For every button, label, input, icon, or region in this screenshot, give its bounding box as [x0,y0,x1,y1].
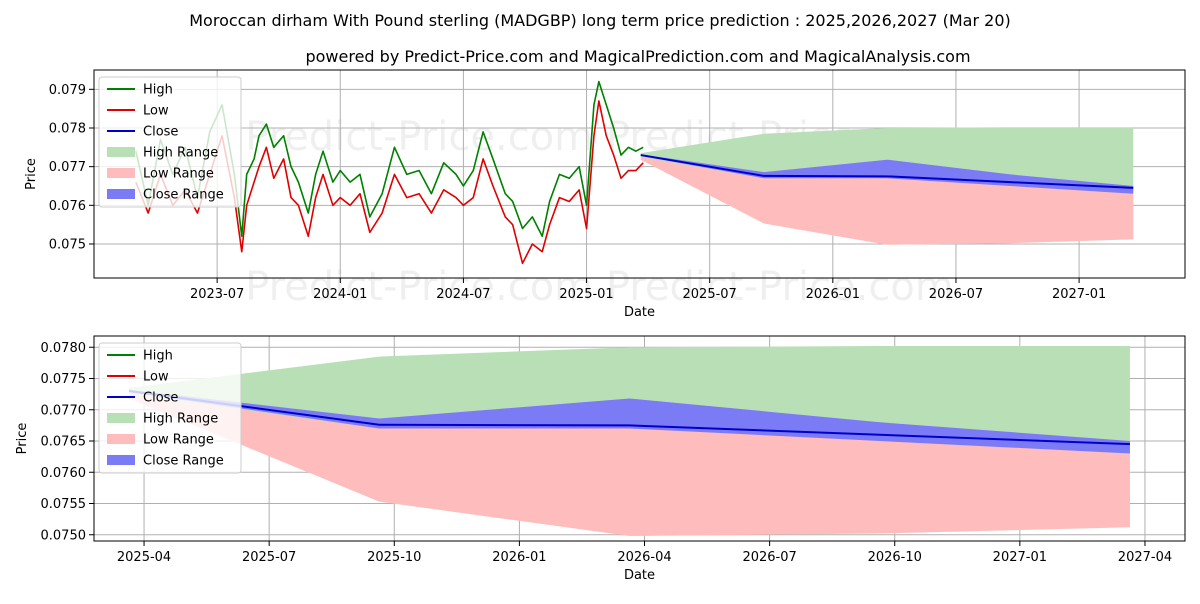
x-tick-label: 2026-10 [868,550,922,565]
y-tick-label: 0.0775 [41,372,87,387]
x-tick-label: 2026-01 [806,287,860,302]
legend-patch-swatch [107,147,135,157]
close-series-line [128,390,1130,446]
x-tick-label: 2027-01 [993,550,1047,565]
legend-label: Low Range [143,167,214,182]
close-range-band [640,154,1134,194]
legend-patch-swatch [107,189,135,199]
y-tick-label: 0.0780 [41,341,87,356]
legend-label: High [143,83,173,98]
legend-label: Close Range [143,188,224,203]
y-tick-label: 0.0760 [41,466,87,481]
legend-patch-swatch [107,168,135,178]
y-tick-label: 0.075 [49,237,86,252]
y-tick-label: 0.078 [49,121,86,136]
legend-label: Close [143,391,178,406]
x-tick-label: 2024-01 [313,287,367,302]
x-axis-label: Date [624,305,655,320]
y-tick-label: 0.0750 [41,528,87,543]
x-tick-label: 2026-07 [742,550,796,565]
legend-label: High [143,349,173,364]
y-tick-label: 0.077 [49,160,86,175]
watermark-text: Predict-Price.com Predict-Price.com [245,264,954,310]
y-tick-label: 0.076 [49,199,86,214]
x-tick-label: 2027-01 [1052,287,1106,302]
chart-subtitle: powered by Predict-Price.com and Magical… [305,47,970,66]
legend-patch-swatch [107,434,135,444]
legend-patch-swatch [107,413,135,423]
x-tick-label: 2025-10 [367,550,421,565]
low-range-band [129,394,1130,536]
legend-label: High Range [143,146,218,161]
legend-label: Low [143,370,169,385]
plot-frame [93,335,1186,542]
x-tick-label: 2024-07 [436,287,490,302]
top-panel: Predict-Price.com Predict-Price.comPredi… [24,69,1186,320]
bottom-panel: Predict-Price.com Predict-Price.com2025-… [15,335,1186,583]
x-tick-label: 2027-04 [1118,550,1172,565]
x-tick-label: 2026-04 [617,550,671,565]
plot-area [128,346,1130,536]
y-tick-label: 0.079 [49,83,86,98]
legend-label: Low Range [143,433,214,448]
close-range-band [129,389,1130,454]
y-tick-label: 0.0770 [41,403,87,418]
low-range-band [640,156,1134,245]
legend-label: Low [143,104,169,119]
x-axis-label: Date [624,568,655,583]
legend-patch-swatch [107,455,135,465]
chart-title: Moroccan dirham With Pound sterling (MAD… [189,11,1011,30]
y-axis-label: Price [24,158,39,190]
x-tick-label: 2025-01 [559,287,613,302]
x-tick-label: 2025-07 [683,287,737,302]
x-tick-label: 2026-01 [492,550,546,565]
high-series-line [135,80,644,238]
y-tick-label: 0.0765 [41,435,87,450]
close-series-line [640,154,1134,189]
plot-area [135,80,1134,265]
legend-label: High Range [143,412,218,427]
plot-frame [93,69,1186,279]
x-tick-label: 2025-07 [242,550,296,565]
y-tick-label: 0.0755 [41,497,87,512]
x-tick-label: 2025-04 [117,550,171,565]
low-series-line [135,100,644,265]
x-tick-label: 2026-07 [929,287,983,302]
x-tick-label: 2023-07 [190,287,244,302]
y-axis-label: Price [15,423,30,455]
legend-label: Close Range [143,454,224,469]
legend-label: Close [143,125,178,140]
